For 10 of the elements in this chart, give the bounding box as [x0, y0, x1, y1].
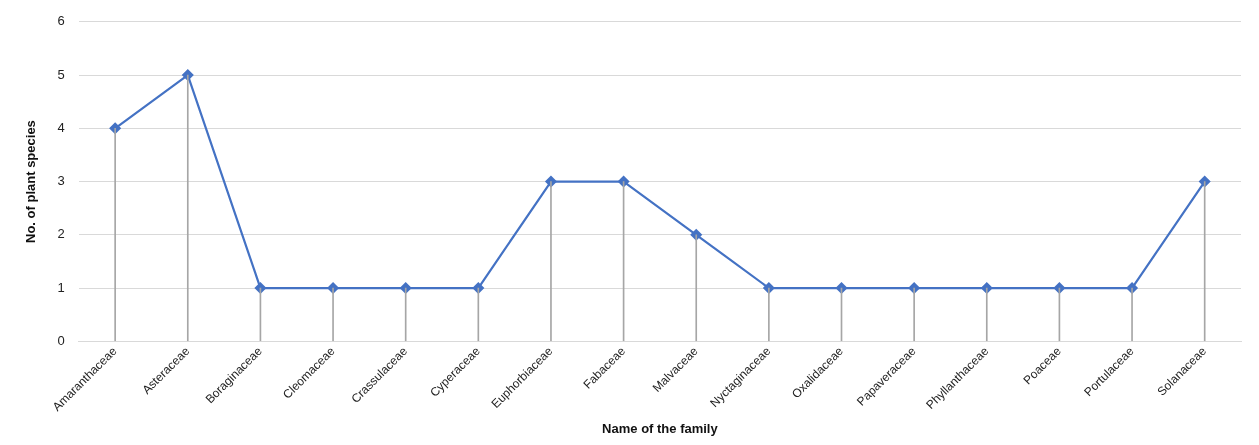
y-tick-label: 5 — [57, 66, 65, 82]
y-axis-title: No. of plant species — [23, 120, 39, 243]
y-tick-label: 0 — [57, 332, 65, 348]
y-tick-label: 2 — [57, 226, 65, 242]
x-axis-title: Name of the family — [602, 420, 719, 436]
y-tick-label: 6 — [57, 13, 65, 29]
y-tick-label: 4 — [57, 119, 65, 135]
y-tick-label: 1 — [57, 279, 65, 295]
point — [254, 282, 267, 294]
y-tick-label: 3 — [57, 173, 65, 189]
